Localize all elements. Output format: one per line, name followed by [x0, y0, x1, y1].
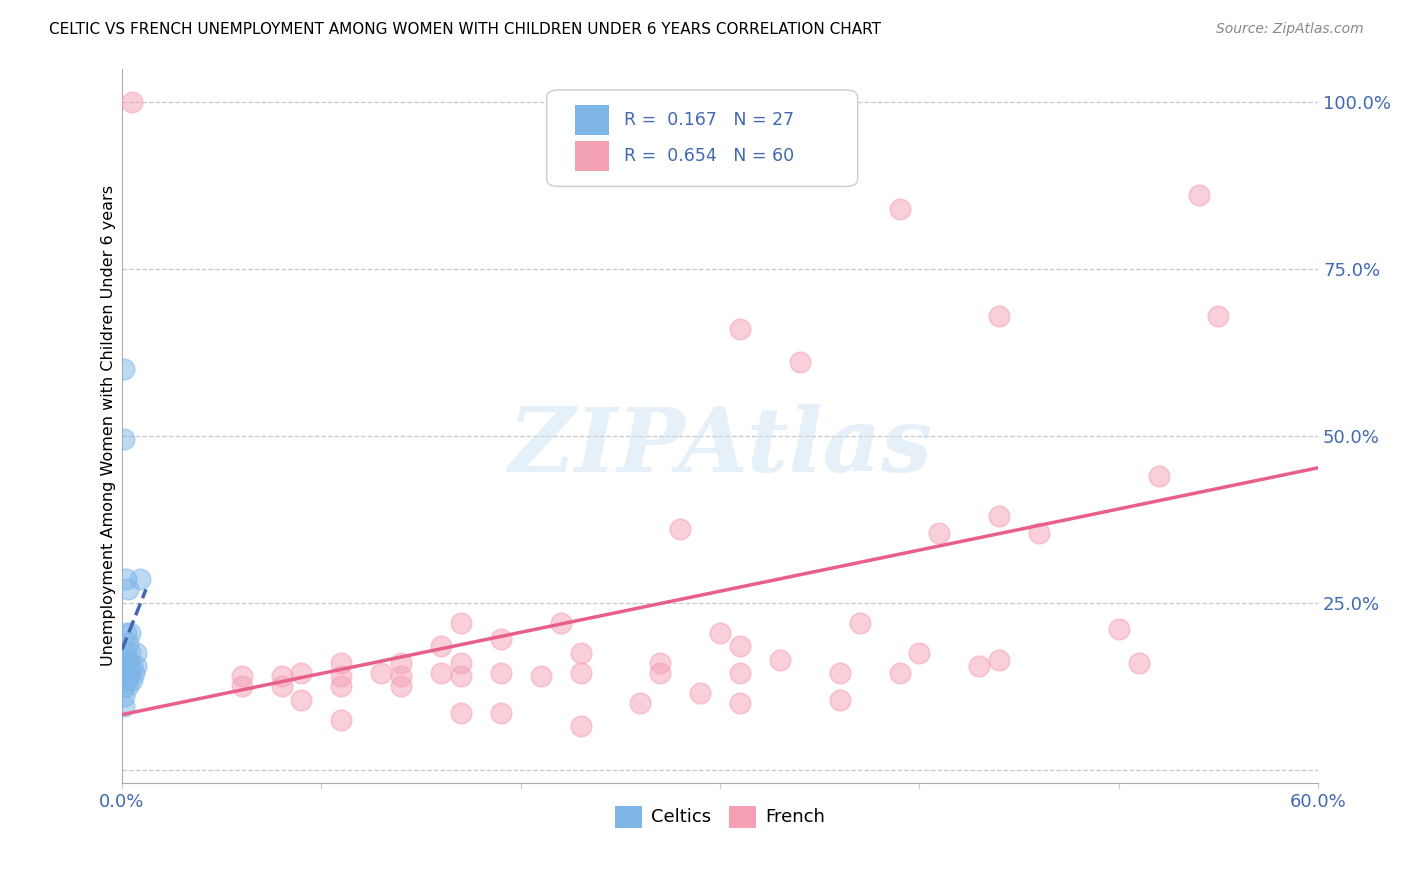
Point: [650, 665, 672, 680]
Point: [270, 669, 292, 683]
Point: [1028, 525, 1050, 540]
Point: [118, 625, 141, 640]
Point: [112, 362, 135, 376]
Point: [112, 679, 135, 693]
Point: [115, 573, 138, 587]
Point: [290, 665, 312, 680]
Point: [550, 615, 572, 630]
Point: [290, 692, 312, 706]
Point: [489, 665, 512, 680]
Point: [569, 719, 592, 733]
Point: [389, 656, 412, 670]
Point: [908, 646, 931, 660]
Point: [728, 639, 751, 653]
Point: [728, 665, 751, 680]
Point: [828, 692, 851, 706]
Point: [569, 646, 592, 660]
Point: [928, 525, 950, 540]
Text: R =  0.654   N = 60: R = 0.654 N = 60: [624, 146, 794, 165]
Point: [370, 665, 392, 680]
Point: [1128, 656, 1150, 670]
Point: [689, 686, 711, 700]
Point: [117, 673, 139, 687]
Point: [121, 95, 143, 109]
Point: [115, 654, 138, 668]
Point: [430, 639, 453, 653]
FancyBboxPatch shape: [575, 141, 609, 170]
Point: [728, 696, 751, 710]
Point: [1208, 309, 1230, 323]
Text: CELTIC VS FRENCH UNEMPLOYMENT AMONG WOMEN WITH CHILDREN UNDER 6 YEARS CORRELATIO: CELTIC VS FRENCH UNEMPLOYMENT AMONG WOME…: [49, 22, 882, 37]
Point: [489, 632, 512, 647]
Point: [112, 432, 135, 446]
Point: [450, 669, 472, 683]
Point: [1367, 115, 1389, 129]
Point: [988, 309, 1011, 323]
Point: [330, 679, 353, 693]
Point: [330, 713, 353, 727]
Point: [112, 673, 135, 687]
Point: [117, 679, 139, 693]
Point: [988, 508, 1011, 523]
Point: [430, 665, 453, 680]
Point: [709, 625, 731, 640]
Point: [1147, 468, 1170, 483]
Point: [117, 636, 139, 650]
Point: [988, 652, 1011, 666]
Point: [530, 669, 553, 683]
Point: [270, 679, 292, 693]
Point: [117, 582, 139, 597]
Point: [129, 573, 152, 587]
Point: [1108, 623, 1130, 637]
Text: Source: ZipAtlas.com: Source: ZipAtlas.com: [1216, 22, 1364, 37]
Point: [389, 679, 412, 693]
Point: [112, 659, 135, 673]
Point: [450, 706, 472, 720]
Point: [389, 669, 412, 683]
Point: [121, 659, 143, 673]
Point: [330, 656, 353, 670]
Point: [118, 665, 141, 680]
Point: [117, 659, 139, 673]
Point: [728, 322, 751, 336]
Point: [489, 706, 512, 720]
Point: [769, 652, 792, 666]
Point: [450, 656, 472, 670]
Text: ZIPAtlas: ZIPAtlas: [509, 404, 932, 491]
Legend: Celtics, French: Celtics, French: [607, 798, 832, 835]
Y-axis label: Unemployment Among Women with Children Under 6 years: Unemployment Among Women with Children U…: [101, 186, 115, 666]
Point: [115, 665, 138, 680]
Point: [889, 202, 911, 216]
Point: [1187, 188, 1209, 202]
FancyBboxPatch shape: [547, 90, 858, 186]
Point: [118, 646, 141, 660]
Point: [450, 615, 472, 630]
Point: [1347, 656, 1369, 670]
Point: [115, 625, 138, 640]
Point: [125, 646, 148, 660]
Point: [117, 654, 139, 668]
Point: [669, 522, 692, 536]
Point: [889, 665, 911, 680]
Point: [115, 646, 138, 660]
Point: [112, 699, 135, 714]
Point: [112, 690, 135, 704]
Point: [330, 669, 353, 683]
Point: [231, 679, 253, 693]
Point: [231, 669, 253, 683]
Point: [125, 659, 148, 673]
Point: [628, 696, 651, 710]
Point: [122, 665, 145, 680]
Point: [569, 665, 592, 680]
Text: R =  0.167   N = 27: R = 0.167 N = 27: [624, 111, 794, 129]
FancyBboxPatch shape: [575, 105, 609, 135]
Point: [828, 665, 851, 680]
Point: [967, 659, 990, 673]
Point: [650, 656, 672, 670]
Point: [789, 355, 811, 369]
Point: [848, 615, 870, 630]
Point: [121, 673, 143, 687]
